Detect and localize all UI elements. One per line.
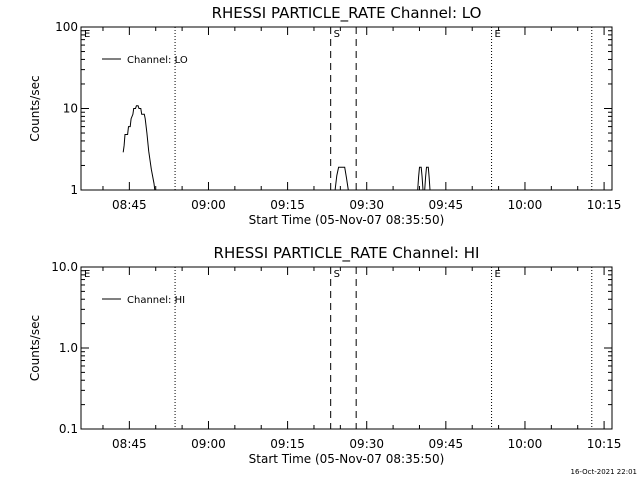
x-tick-label: 09:45 (429, 437, 464, 451)
marker-label: S (334, 29, 340, 40)
marker-label: S (334, 269, 340, 280)
legend-label: Channel: LO (127, 55, 188, 66)
panel-2: RHESSI PARTICLE_RATE Channel: HI 0.1 1.0 10… (28, 244, 621, 466)
x-tick-label: 09:00 (191, 437, 226, 451)
legend-label: Channel: HI (127, 295, 185, 306)
y-tick-label: 1 (70, 183, 78, 197)
x-tick-label: 10:00 (508, 198, 543, 212)
x-tick-label: 08:45 (112, 437, 147, 451)
x-tick-label: 09:00 (191, 198, 226, 212)
x-tick-label: 10:00 (508, 437, 543, 451)
x-axis-label: Start Time (05-Nov-07 08:35:50) (249, 452, 445, 466)
marker-label: E (84, 269, 90, 280)
x-tick-label: 09:45 (429, 198, 464, 212)
marker-label: E (84, 29, 90, 40)
x-tick-label: 09:15 (270, 198, 305, 212)
x-tick-label: 09:30 (349, 198, 384, 212)
y-axis-label: Counts/sec (28, 315, 42, 381)
x-axis-label: Start Time (05-Nov-07 08:35:50) (249, 213, 445, 227)
chart-title: RHESSI PARTICLE_RATE Channel: HI (214, 244, 480, 263)
x-tick-label: 09:30 (349, 437, 384, 451)
y-axis-label: Counts/sec (28, 75, 42, 141)
plot-frame (80, 26, 613, 191)
series-line (334, 166, 349, 191)
x-tick-label: 10:15 (587, 437, 622, 451)
x-tick-label: 08:45 (112, 198, 147, 212)
marker-label: E (495, 269, 501, 280)
x-tick-label: 10:15 (587, 198, 622, 212)
timestamp: 16-Oct-2021 22:01 (571, 468, 637, 476)
plot-frame (80, 266, 613, 430)
x-tick-label: 09:15 (270, 437, 305, 451)
series-line (424, 166, 431, 191)
series-line (417, 166, 424, 191)
y-tick-label: 0.1 (59, 422, 78, 436)
series-line (122, 105, 156, 191)
marker-label: E (495, 29, 501, 40)
chart-title: RHESSI PARTICLE_RATE Channel: LO (212, 4, 482, 23)
y-tick-label: 10 (63, 102, 78, 116)
panel-1: RHESSI PARTICLE_RATE Channel: LO 1 10 100 08… (28, 4, 621, 227)
y-tick-label: 1.0 (59, 341, 78, 355)
y-tick-label: 10.0 (51, 260, 78, 274)
y-tick-label: 100 (55, 20, 78, 34)
